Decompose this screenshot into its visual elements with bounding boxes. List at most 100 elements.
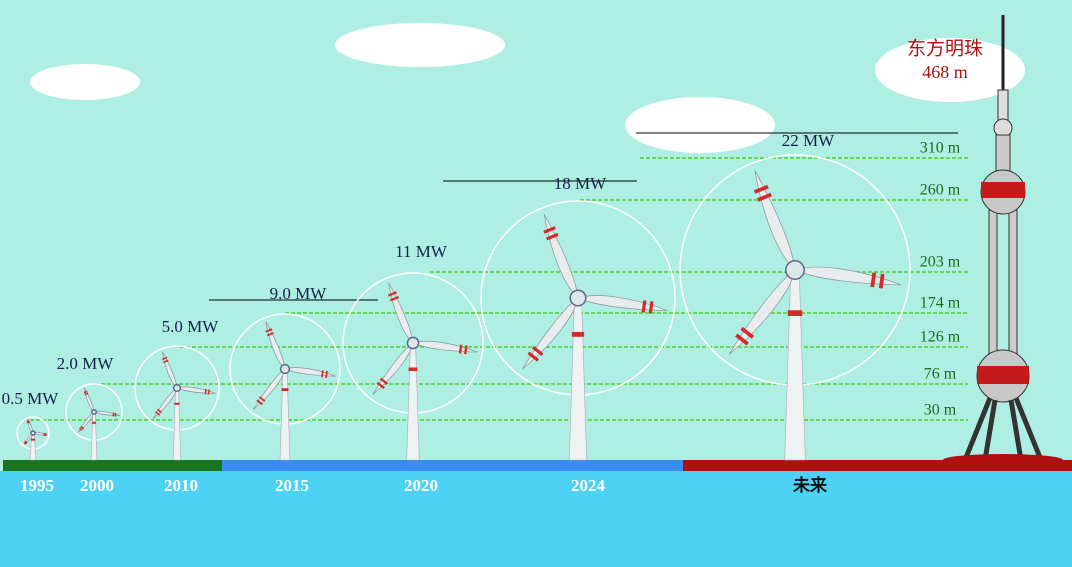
- power-label: 18 MW: [554, 174, 607, 193]
- cloud: [875, 38, 1025, 102]
- blade-stripe: [527, 351, 540, 362]
- blade-stripe: [325, 370, 328, 378]
- ground-red: [683, 460, 1072, 471]
- tower-band: [174, 402, 180, 405]
- blade-stripe: [44, 433, 47, 437]
- blade: [77, 411, 95, 433]
- blade-stripe: [83, 390, 88, 394]
- ground-blue: [222, 460, 683, 471]
- height-label: 310 m: [920, 140, 961, 157]
- power-label: 22 MW: [782, 131, 835, 150]
- blade-stripe: [79, 427, 83, 431]
- blade-stripe: [163, 359, 169, 364]
- tower-band: [30, 438, 36, 441]
- year-label: 2020: [404, 476, 438, 495]
- blade: [26, 419, 34, 434]
- blade-stripe: [648, 301, 654, 314]
- blade: [412, 340, 478, 355]
- turbine: [679, 154, 911, 461]
- base: [943, 454, 1063, 466]
- blade-stripe: [26, 421, 31, 424]
- blade-stripe: [258, 396, 266, 402]
- blade: [577, 295, 668, 314]
- year-label: 1995: [20, 476, 54, 495]
- tower-name: 东方明珠: [907, 37, 983, 59]
- hub: [406, 336, 420, 350]
- blade-stripe: [321, 370, 324, 378]
- power-label: 5.0 MW: [162, 317, 220, 336]
- blade: [23, 432, 34, 446]
- blade-stripe: [753, 184, 769, 194]
- blade: [152, 387, 178, 420]
- tower-height: 468 m: [922, 62, 968, 82]
- height-label: 260 m: [920, 182, 961, 199]
- water: [0, 471, 1072, 567]
- blade-stripe: [256, 399, 263, 406]
- height-label: 174 m: [920, 295, 961, 312]
- power-label: 0.5 MW: [2, 389, 60, 408]
- hub: [91, 409, 97, 415]
- blade-stripe: [161, 356, 168, 361]
- cloud: [335, 23, 505, 67]
- blade-stripe: [641, 300, 647, 313]
- blade-stripe: [84, 392, 89, 396]
- power-label: 2.0 MW: [57, 354, 115, 373]
- blade-stripe: [543, 226, 556, 234]
- year-label: 2000: [80, 476, 114, 495]
- blade-stripe: [80, 425, 85, 430]
- legs: [962, 397, 1044, 461]
- blade-stripe: [389, 296, 399, 302]
- blade-stripe: [531, 345, 544, 356]
- turbine: [16, 416, 50, 461]
- turbine: [229, 313, 341, 461]
- turbine: [480, 200, 676, 461]
- ground-green: [3, 460, 222, 471]
- blade-stripe: [740, 326, 755, 339]
- blade: [161, 351, 178, 389]
- blade: [543, 214, 579, 299]
- blade-stripe: [387, 291, 397, 297]
- blade: [522, 297, 579, 370]
- blade: [753, 170, 796, 271]
- hub: [785, 260, 805, 280]
- blade: [387, 282, 414, 344]
- hub: [279, 363, 291, 375]
- year-label: 2015: [275, 476, 309, 495]
- oriental-pearl-tower: [943, 15, 1063, 466]
- height-label: 126 m: [920, 329, 961, 346]
- height-label: 203 m: [920, 254, 961, 271]
- lower-band: [977, 366, 1029, 384]
- hub: [30, 430, 36, 436]
- blade-stripe: [24, 440, 28, 444]
- column: [1008, 209, 1018, 361]
- year-label: 未来: [792, 475, 828, 495]
- blade-stripe: [23, 441, 27, 445]
- upper-band: [981, 182, 1025, 198]
- tower-band: [787, 310, 803, 316]
- cloud: [625, 97, 775, 153]
- column: [988, 209, 998, 361]
- cloud: [30, 64, 140, 100]
- clouds: [30, 23, 1025, 153]
- column: [995, 134, 1011, 176]
- blade-stripe: [870, 272, 877, 288]
- tower-band: [571, 331, 585, 337]
- blade-stripe: [464, 345, 468, 355]
- tower-band: [91, 421, 97, 424]
- blade-stripe: [757, 192, 772, 202]
- turbine: [134, 345, 220, 461]
- blade-stripe: [376, 381, 385, 389]
- blade-stripe: [207, 389, 210, 395]
- blade-stripe: [735, 333, 749, 346]
- blade: [83, 387, 95, 413]
- power-label: 9.0 MW: [270, 284, 328, 303]
- year-label: 2024: [571, 476, 606, 495]
- year-label: 2010: [164, 476, 198, 495]
- blade: [32, 431, 48, 437]
- blade: [253, 368, 286, 410]
- turbine: [65, 383, 123, 461]
- blade: [728, 269, 796, 355]
- blade-stripe: [112, 412, 115, 417]
